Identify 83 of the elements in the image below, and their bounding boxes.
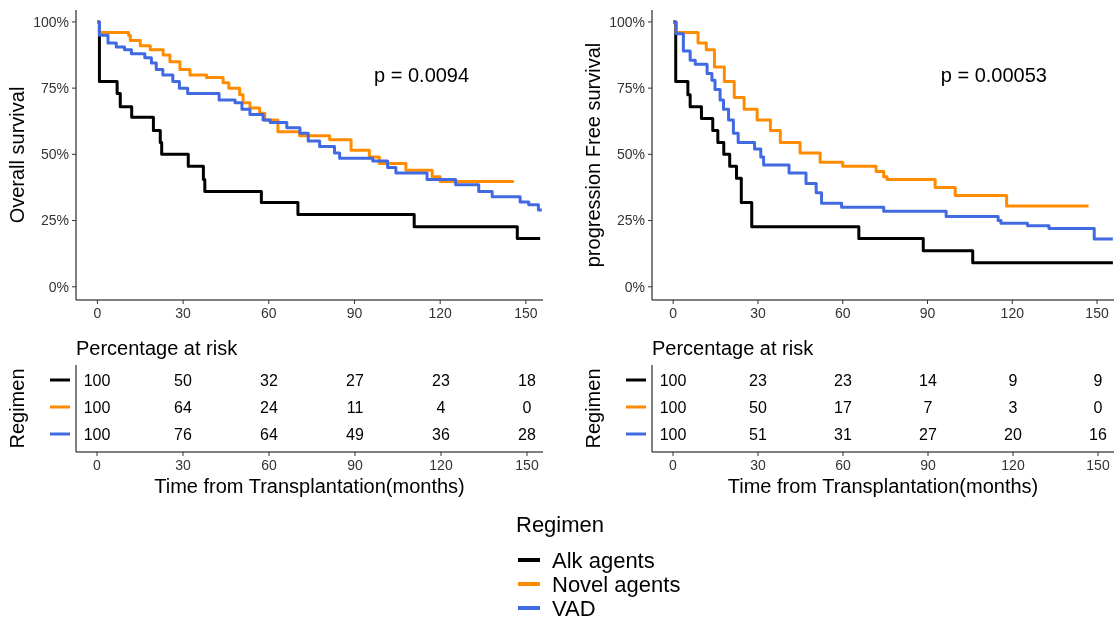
- x-tick-label: 150: [515, 457, 539, 473]
- data-label: 100: [659, 371, 687, 389]
- data-label: 20: [1004, 425, 1022, 443]
- y-tick-label: 75%: [40, 80, 69, 97]
- x-tick-label: 0: [669, 305, 678, 321]
- legend-label: VAD: [552, 595, 596, 621]
- y-tick-label: 0%: [624, 278, 645, 295]
- x-tick-label: 120: [428, 305, 453, 321]
- y-tick-label: 100%: [609, 13, 645, 30]
- legend-title: Regimen: [516, 512, 605, 537]
- legend-label: Alk agents: [552, 547, 655, 573]
- y-tick-label: 100%: [33, 13, 69, 30]
- annotation: p = 0.00053: [940, 64, 1047, 86]
- data-label: 18: [518, 371, 536, 389]
- y-axis-title: progression Free survival: [582, 42, 604, 268]
- data-label: 50: [749, 398, 767, 416]
- data-label: 31: [834, 425, 852, 443]
- x-tick-label: 0: [669, 457, 678, 473]
- annotation: p = 0.0094: [374, 64, 470, 86]
- data-label: 16: [1089, 425, 1107, 443]
- data-label: 36: [432, 425, 450, 443]
- data-label: 49: [346, 425, 364, 443]
- data-label: 11: [346, 398, 364, 416]
- x-tick-label: 30: [175, 457, 191, 473]
- x-tick-label: 0: [93, 305, 102, 321]
- x-tick-label: 90: [346, 305, 363, 321]
- data-label: 51: [749, 425, 767, 443]
- y-axis-title: Overall survival: [6, 86, 28, 224]
- y-tick-label: 25%: [40, 212, 69, 229]
- x-tick-label: 60: [261, 305, 277, 321]
- x-tick-label: 150: [1085, 305, 1109, 321]
- x-tick-label: 60: [834, 305, 851, 321]
- data-label: 27: [919, 425, 937, 443]
- x-tick-label: 0: [93, 457, 102, 473]
- y-tick-label: 50%: [616, 146, 645, 163]
- data-label: 14: [919, 371, 937, 389]
- x-tick-label: 30: [175, 305, 192, 321]
- data-label: 9: [1093, 371, 1103, 389]
- chart-title: Percentage at risk: [76, 337, 239, 359]
- data-label: 28: [518, 425, 536, 443]
- data-label: 0: [522, 398, 532, 416]
- x-tick-label: 60: [835, 457, 851, 473]
- data-label: 32: [260, 371, 278, 389]
- x-axis-title: Time from Transplantation(months): [154, 475, 465, 497]
- data-label: 100: [83, 425, 111, 443]
- data-label: 100: [659, 425, 687, 443]
- data-label: 23: [834, 371, 852, 389]
- y-axis-title: Regimen: [6, 368, 28, 449]
- x-tick-label: 30: [750, 305, 766, 321]
- data-label: 50: [174, 371, 192, 389]
- x-axis-title: Time from Transplantation(months): [727, 475, 1039, 497]
- data-label: 0: [1093, 398, 1103, 416]
- data-label: 64: [260, 425, 278, 443]
- data-label: 23: [432, 371, 450, 389]
- x-tick-label: 150: [1086, 457, 1110, 473]
- data-label: 9: [1008, 371, 1018, 389]
- data-label: 24: [260, 398, 278, 416]
- x-tick-label: 90: [347, 457, 363, 473]
- x-tick-label: 150: [514, 305, 538, 321]
- y-tick-label: 25%: [616, 212, 645, 229]
- data-label: 100: [83, 398, 111, 416]
- y-tick-label: 50%: [40, 146, 69, 163]
- y-tick-label: 0%: [48, 278, 69, 295]
- x-tick-label: 120: [1001, 457, 1025, 473]
- x-tick-label: 90: [919, 305, 936, 321]
- y-axis-title: Regimen: [582, 368, 604, 449]
- x-tick-label: 30: [750, 457, 766, 473]
- x-tick-label: 60: [261, 457, 277, 473]
- data-label: 100: [83, 371, 111, 389]
- data-label: 100: [659, 398, 687, 416]
- x-tick-label: 120: [1000, 305, 1025, 321]
- y-tick-label: 75%: [616, 80, 645, 97]
- data-label: 27: [346, 371, 364, 389]
- data-label: 17: [834, 398, 852, 416]
- chart-title: Percentage at risk: [652, 337, 815, 359]
- data-label: 4: [436, 398, 446, 416]
- x-tick-label: 90: [920, 457, 936, 473]
- data-label: 64: [174, 398, 192, 416]
- data-label: 3: [1008, 398, 1018, 416]
- data-label: 23: [749, 371, 767, 389]
- data-label: 7: [923, 398, 933, 416]
- data-label: 76: [174, 425, 192, 443]
- x-tick-label: 120: [429, 457, 453, 473]
